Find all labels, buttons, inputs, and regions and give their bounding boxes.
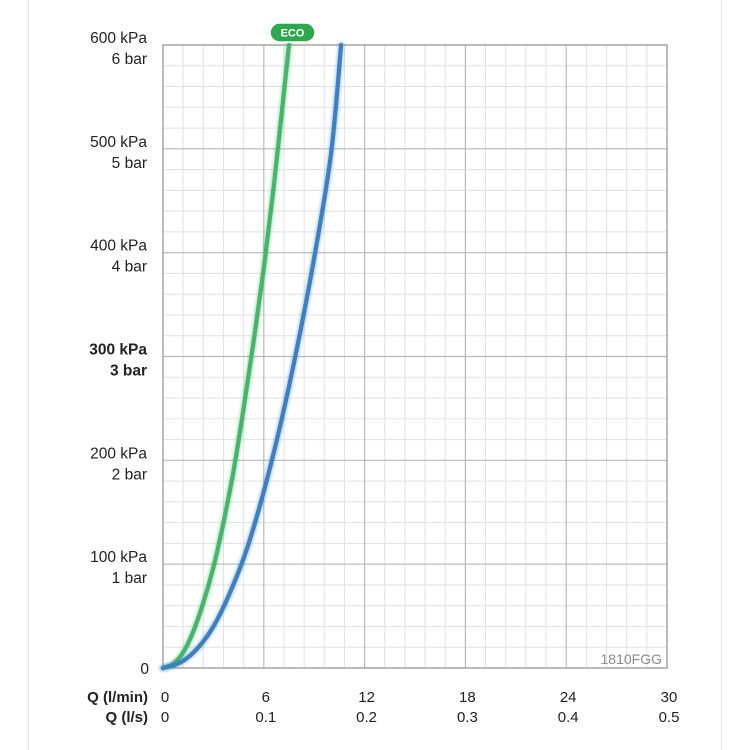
y-tick-label-bar: 1 bar <box>112 570 147 587</box>
x-tick-label-ls: 0.3 <box>457 709 478 726</box>
eco-badge-label: ECO <box>281 28 305 40</box>
y-tick-label-kpa: 200 kPa <box>90 445 147 462</box>
series-line-1 <box>160 42 292 671</box>
model-code: 1810FGG <box>601 651 662 667</box>
x-tick-label-lmin: 30 <box>661 689 678 706</box>
x-axis-title-secondary: Q (l/s) <box>105 709 148 726</box>
major-grid <box>162 44 668 669</box>
x-axis-title-primary: Q (l/min) <box>87 689 148 706</box>
x-tick-label-ls: 0.2 <box>356 709 377 726</box>
y-tick-label-bar: 6 bar <box>112 51 147 68</box>
x-tick-label-ls: 0.4 <box>558 709 579 726</box>
series-layer <box>159 41 345 672</box>
y-tick-label-bar: 4 bar <box>112 259 147 276</box>
y-tick-label-bar: 5 bar <box>112 155 147 172</box>
x-tick-label-ls: 0 <box>161 709 169 726</box>
y-axis-labels: 0 100 kPa 1 bar 200 kPa 2 bar 300 kPa 3 bar 400… <box>89 30 149 678</box>
y-tick-label-bar: 3 bar <box>110 363 147 380</box>
series-line-2 <box>160 42 344 671</box>
x-tick-label-lmin: 0 <box>161 689 169 706</box>
x-tick-label-lmin: 18 <box>459 689 476 706</box>
eco-badge-shape <box>269 22 316 43</box>
y-tick-label-bar: 2 bar <box>112 466 147 483</box>
x-tick-label-lmin: 24 <box>560 689 577 706</box>
y-tick-label-kpa: 500 kPa <box>90 134 147 151</box>
y-tick-label-kpa: 600 kPa <box>90 30 147 47</box>
y-tick-label-kpa: 400 kPa <box>90 238 147 255</box>
eco-badge: ECO <box>269 22 316 43</box>
plot-frame <box>162 44 668 669</box>
x-axis-labels: 0 0 6 0.1 12 0.2 18 0.3 24 0.4 30 0.5 <box>161 689 680 726</box>
x-tick-label-ls: 0.5 <box>659 709 680 726</box>
y-tick-label-kpa: 300 kPa <box>89 342 147 359</box>
y-tick-label-kpa: 0 <box>140 661 149 678</box>
x-tick-label-lmin: 6 <box>262 689 270 706</box>
x-tick-label-ls: 0.1 <box>255 709 276 726</box>
y-tick-label-kpa: 100 kPa <box>90 549 147 566</box>
x-tick-label-lmin: 12 <box>358 689 375 706</box>
